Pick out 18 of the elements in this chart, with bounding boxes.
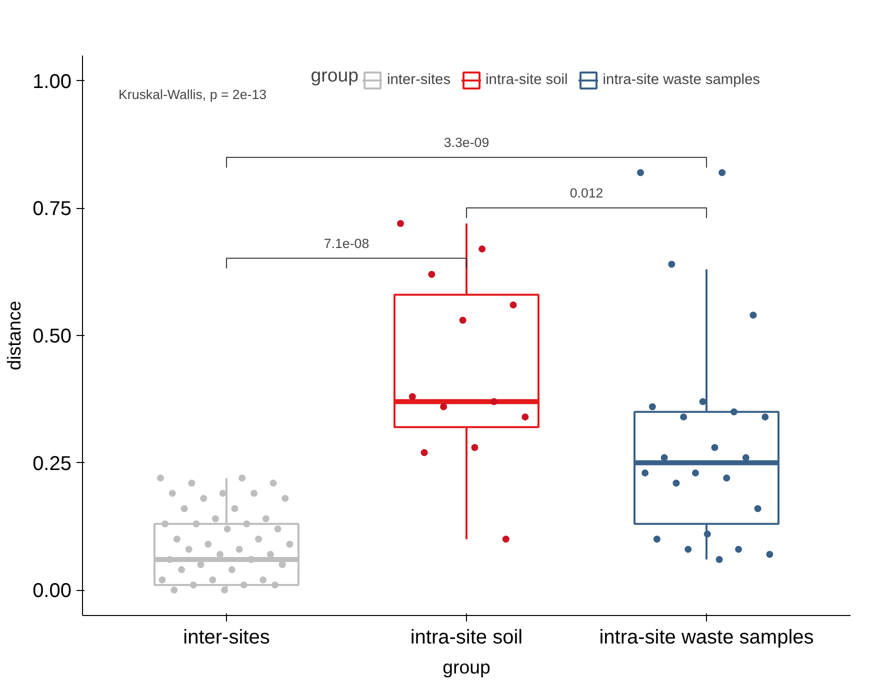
legend-label: intra-site waste samples <box>602 72 760 88</box>
legend-label: inter-sites <box>387 72 451 88</box>
annotation: Kruskal-Wallis, p = 2e-13 <box>118 87 267 102</box>
x-axis-title: group <box>310 64 359 86</box>
annotation: 7.1e-08 <box>324 236 370 252</box>
y-tick-label: 0.75 <box>32 198 72 220</box>
y-tick-label: 0.50 <box>32 326 72 348</box>
y-tick-label: 1.00 <box>32 70 72 93</box>
y-tick-label: 0.25 <box>32 452 72 475</box>
x-tick-label: inter-sites <box>183 626 270 648</box>
x-tick-label: intra-site soil <box>410 626 523 648</box>
annotation: 3.3e-09 <box>444 135 490 150</box>
legend-title: group <box>442 656 490 678</box>
annotation: 0.012 <box>570 186 604 201</box>
y-axis-title: distance <box>4 300 25 370</box>
y-tick-label: 0.00 <box>32 580 72 602</box>
x-tick-label: intra-site waste samples <box>599 626 814 648</box>
legend-label: intra-site soil <box>486 72 568 88</box>
